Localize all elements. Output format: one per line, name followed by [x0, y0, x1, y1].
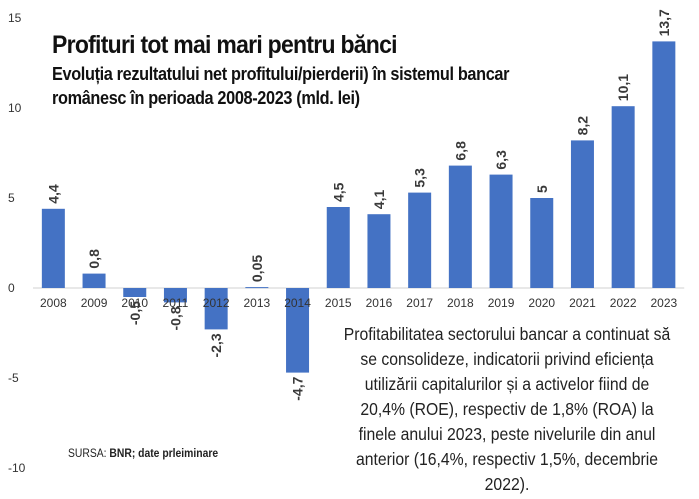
- source-note: SURSA: BNR; date prleiminare: [68, 448, 218, 460]
- x-tick-label: 2015: [325, 296, 352, 310]
- bar: [367, 214, 391, 288]
- x-tick-label: 2019: [488, 296, 515, 310]
- x-tick-label: 2009: [81, 296, 108, 310]
- data-label: 4,1: [371, 190, 387, 210]
- data-label: 5,3: [412, 168, 428, 188]
- bar: [204, 288, 228, 330]
- bar: [611, 106, 635, 288]
- x-tick-label: 2008: [40, 296, 67, 310]
- y-tick-label: 0: [8, 281, 15, 295]
- bar: [245, 287, 269, 289]
- data-label: -4,7: [290, 376, 306, 400]
- data-label: 4,5: [330, 182, 346, 202]
- x-tick-label: 2021: [569, 296, 596, 310]
- data-label: 5: [534, 185, 550, 193]
- source-prefix: SURSA:: [68, 448, 110, 460]
- bar: [41, 208, 65, 288]
- x-tick-label: 2023: [650, 296, 677, 310]
- data-label: 0,05: [249, 255, 265, 282]
- y-tick-label: 10: [8, 101, 22, 115]
- data-label: 6,3: [493, 150, 509, 170]
- source-text: BNR; date prleiminare: [109, 448, 219, 460]
- y-tick-label: -5: [8, 371, 19, 385]
- x-tick-label: 2020: [528, 296, 555, 310]
- x-tick-label: 2018: [447, 296, 474, 310]
- data-label: 0,8: [86, 249, 102, 269]
- x-tick-label: 2022: [610, 296, 637, 310]
- x-tick-label: 2014: [284, 296, 311, 310]
- bar: [652, 41, 676, 289]
- y-tick-label: -10: [8, 461, 26, 475]
- data-label: 8,2: [574, 116, 590, 136]
- bar: [570, 140, 594, 288]
- x-tick-label: 2010: [121, 296, 148, 310]
- y-tick-label: 5: [8, 191, 15, 205]
- x-tick-label: 2011: [163, 296, 189, 310]
- title-block: Profituri tot mai mari pentru bănci Evol…: [52, 30, 522, 110]
- bar: [326, 207, 350, 288]
- data-label: 10,1: [615, 74, 631, 101]
- data-label: -2,3: [208, 333, 224, 357]
- bar: [489, 174, 513, 288]
- bar: [408, 192, 432, 288]
- y-tick-label: 15: [8, 11, 22, 25]
- chart-subtitle: Evoluția rezultatului net profitului/pie…: [52, 63, 510, 108]
- x-tick-label: 2016: [366, 296, 393, 310]
- bar: [448, 165, 472, 288]
- bar: [163, 288, 187, 303]
- x-tick-label: 2017: [406, 296, 433, 310]
- data-label: 6,8: [452, 141, 468, 161]
- chart-title: Profituri tot mai mari pentru bănci: [52, 31, 398, 59]
- bar: [286, 288, 310, 373]
- annotation-note: Profitabilitatea sectorului bancar a con…: [343, 324, 671, 494]
- x-tick-label: 2012: [203, 296, 230, 310]
- bar: [82, 273, 106, 288]
- data-label: 13,7: [656, 9, 672, 36]
- data-label: -0,8: [167, 306, 183, 330]
- bar: [123, 288, 147, 297]
- data-label: 4,4: [45, 184, 61, 204]
- data-label: -0,5: [127, 301, 143, 325]
- bar: [530, 198, 554, 288]
- x-tick-label: 2013: [243, 296, 270, 310]
